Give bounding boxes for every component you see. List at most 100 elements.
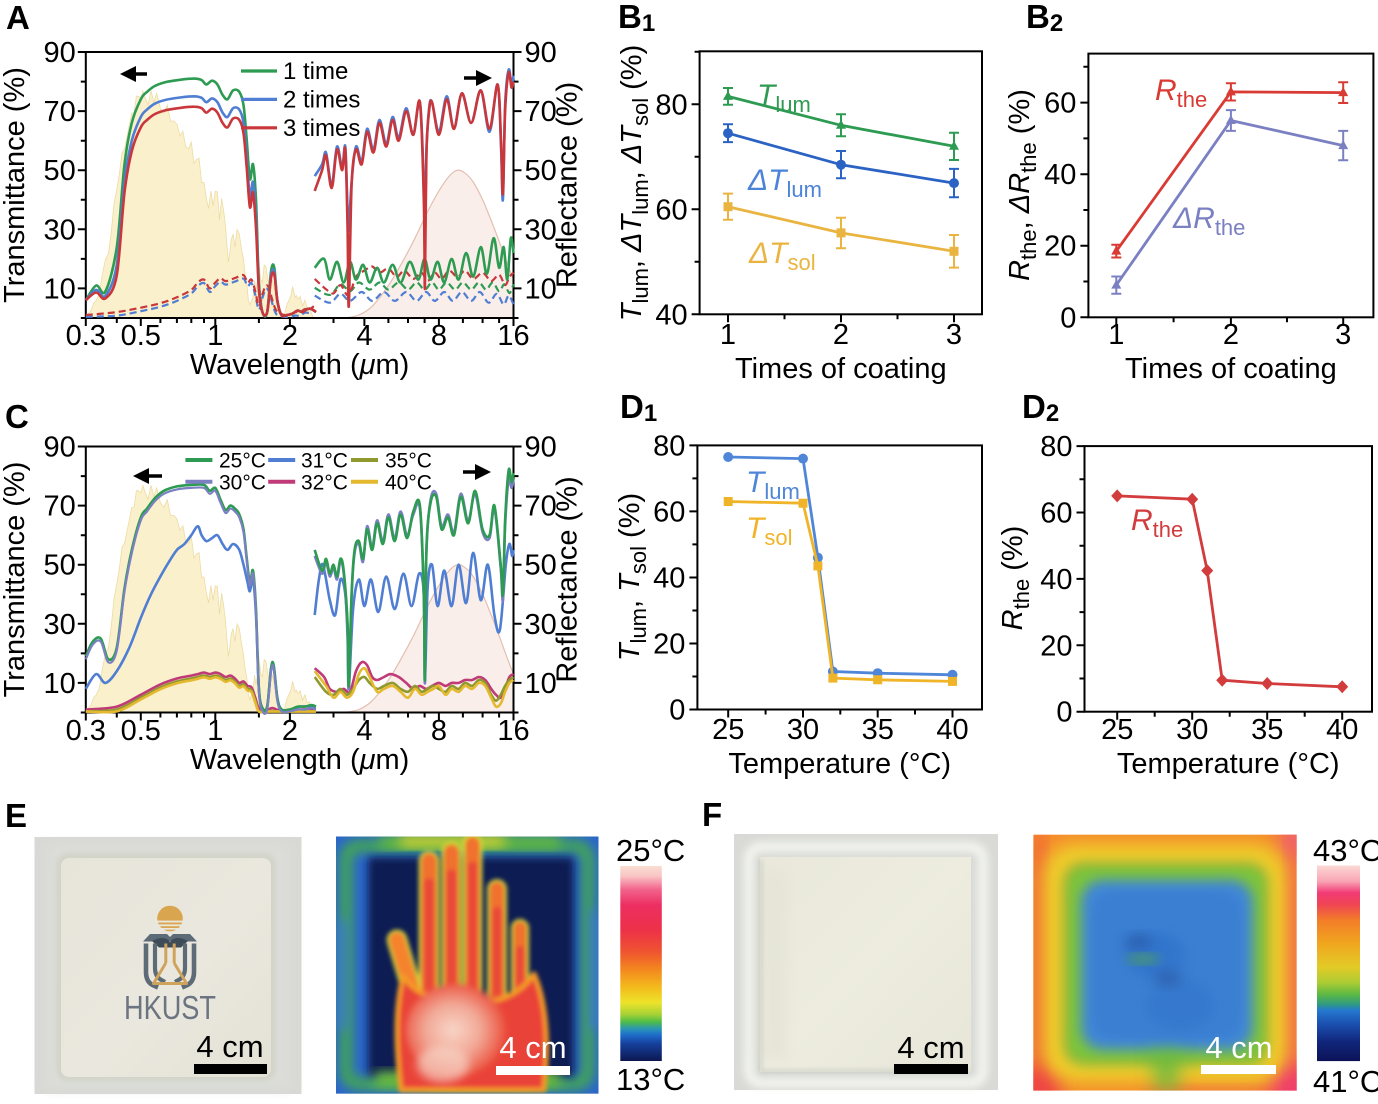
svg-text:E: E: [5, 797, 27, 834]
svg-text:4 cm: 4 cm: [499, 1030, 566, 1065]
svg-text:80: 80: [653, 430, 685, 462]
svg-text:2: 2: [833, 319, 849, 351]
svg-text:Rthe (%): Rthe (%): [997, 526, 1034, 631]
svg-text:25: 25: [1101, 714, 1133, 746]
svg-text:90: 90: [525, 37, 557, 69]
svg-text:31°C: 31°C: [301, 450, 348, 473]
svg-text:20: 20: [1040, 630, 1072, 662]
svg-text:Tlum: Tlum: [746, 466, 800, 504]
svg-text:Tsol: Tsol: [746, 512, 792, 550]
svg-text:1 time: 1 time: [283, 58, 348, 85]
svg-text:40: 40: [1326, 714, 1358, 746]
svg-text:25°C: 25°C: [616, 833, 685, 868]
svg-text:40: 40: [1040, 564, 1072, 596]
svg-text:0: 0: [1060, 302, 1076, 334]
svg-text:ΔRthe: ΔRthe: [1172, 202, 1245, 240]
svg-text:30: 30: [1176, 714, 1208, 746]
svg-text:Tlum: Tlum: [757, 79, 811, 117]
svg-text:35: 35: [862, 714, 894, 746]
svg-text:70: 70: [525, 491, 557, 523]
svg-text:Times of coating: Times of coating: [735, 353, 947, 385]
svg-text:80: 80: [1040, 431, 1072, 463]
svg-text:Transmittance (%): Transmittance (%): [0, 67, 31, 303]
svg-text:Temperature (°C): Temperature (°C): [1117, 748, 1340, 780]
svg-text:90: 90: [525, 432, 557, 464]
svg-text:10: 10: [44, 668, 76, 700]
svg-text:35°C: 35°C: [385, 450, 432, 473]
svg-text:4 cm: 4 cm: [897, 1030, 964, 1065]
svg-text:Rthe: Rthe: [1131, 504, 1183, 542]
svg-text:ΔTsol: ΔTsol: [748, 237, 816, 275]
svg-text:60: 60: [653, 496, 685, 528]
svg-text:16: 16: [497, 320, 529, 352]
svg-text:1: 1: [720, 319, 736, 351]
svg-text:1: 1: [207, 715, 223, 747]
svg-text:3: 3: [946, 319, 962, 351]
svg-text:50: 50: [525, 550, 557, 582]
svg-text:2: 2: [1223, 319, 1239, 351]
svg-text:20: 20: [1044, 231, 1076, 263]
svg-text:32°C: 32°C: [301, 471, 348, 494]
svg-text:50: 50: [525, 155, 557, 187]
svg-text:1: 1: [1108, 319, 1124, 351]
svg-text:Times of coating: Times of coating: [1125, 353, 1337, 385]
svg-text:70: 70: [44, 96, 76, 128]
svg-text:25°C: 25°C: [219, 450, 266, 473]
svg-text:8: 8: [431, 715, 447, 747]
svg-text:0.3: 0.3: [66, 715, 106, 747]
svg-text:60: 60: [655, 194, 687, 226]
svg-text:2: 2: [282, 320, 298, 352]
svg-text:50: 50: [44, 155, 76, 187]
svg-text:4 cm: 4 cm: [196, 1029, 263, 1064]
svg-text:30: 30: [525, 214, 557, 246]
svg-text:50: 50: [44, 550, 76, 582]
svg-text:30: 30: [787, 714, 819, 746]
svg-text:3: 3: [1335, 319, 1351, 351]
svg-text:3 times: 3 times: [283, 115, 360, 142]
svg-text:0.3: 0.3: [66, 320, 106, 352]
svg-text:HKUST: HKUST: [124, 989, 216, 1026]
svg-text:Reflectance (%): Reflectance (%): [552, 82, 584, 288]
svg-text:30: 30: [44, 214, 76, 246]
svg-text:0: 0: [669, 695, 685, 727]
svg-text:10: 10: [525, 273, 557, 305]
svg-text:70: 70: [44, 491, 76, 523]
svg-text:30: 30: [525, 609, 557, 641]
svg-text:80: 80: [655, 89, 687, 121]
svg-text:60: 60: [1040, 498, 1072, 530]
svg-text:Reflectance (%): Reflectance (%): [552, 476, 584, 682]
svg-text:Transmittance (%): Transmittance (%): [0, 462, 31, 698]
svg-text:Wavelength (μm): Wavelength (μm): [190, 349, 410, 381]
svg-text:ΔTlum: ΔTlum: [747, 164, 822, 202]
svg-text:90: 90: [44, 37, 76, 69]
svg-text:Tlum, Tsol (%): Tlum, Tsol (%): [614, 493, 651, 661]
svg-text:0.5: 0.5: [121, 715, 161, 747]
svg-text:4 cm: 4 cm: [1205, 1030, 1272, 1065]
svg-text:35: 35: [1251, 714, 1283, 746]
svg-text:4: 4: [356, 715, 372, 747]
svg-text:C: C: [5, 398, 29, 435]
svg-text:16: 16: [497, 715, 529, 747]
svg-text:A: A: [6, 0, 30, 36]
svg-text:2 times: 2 times: [283, 86, 360, 113]
svg-text:Rthe: Rthe: [1155, 74, 1207, 112]
svg-text:40: 40: [653, 563, 685, 595]
svg-text:43°C: 43°C: [1313, 833, 1378, 868]
svg-text:40: 40: [936, 714, 968, 746]
svg-text:Wavelength (μm): Wavelength (μm): [190, 744, 410, 776]
svg-text:0: 0: [1056, 697, 1072, 729]
svg-text:F: F: [702, 796, 722, 833]
svg-text:20: 20: [653, 629, 685, 661]
svg-text:30: 30: [44, 609, 76, 641]
svg-text:4: 4: [356, 320, 372, 352]
svg-text:40: 40: [1044, 159, 1076, 191]
svg-text:10: 10: [525, 668, 557, 700]
svg-text:Temperature (°C): Temperature (°C): [728, 748, 951, 780]
svg-text:70: 70: [525, 96, 557, 128]
svg-text:30°C: 30°C: [219, 471, 266, 494]
svg-text:41°C: 41°C: [1313, 1064, 1378, 1099]
svg-text:60: 60: [1044, 88, 1076, 120]
svg-text:40: 40: [655, 299, 687, 331]
svg-text:10: 10: [44, 273, 76, 305]
svg-text:1: 1: [207, 320, 223, 352]
